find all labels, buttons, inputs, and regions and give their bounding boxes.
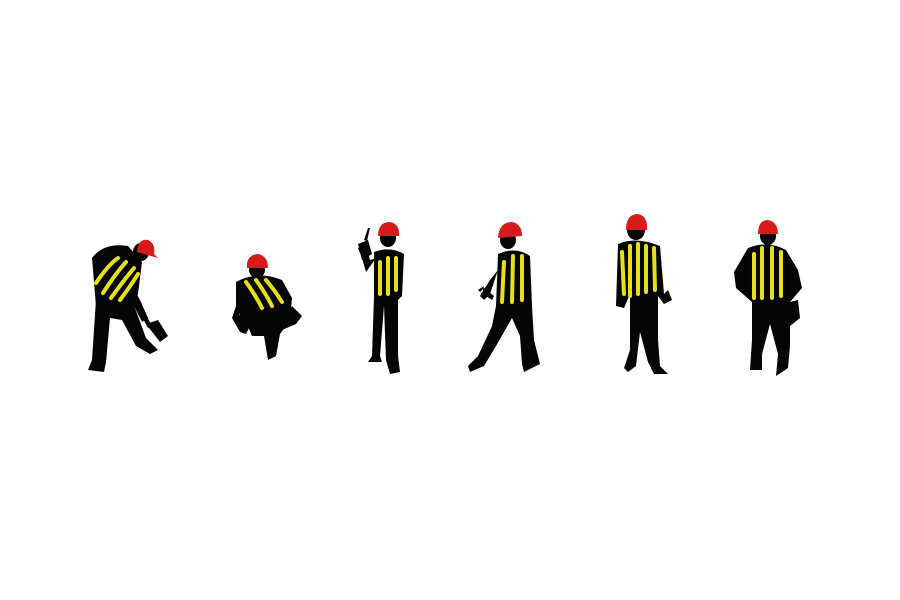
drill-icon bbox=[358, 228, 372, 260]
tool-belt-icon bbox=[782, 300, 800, 326]
worker-digging bbox=[88, 239, 168, 372]
worker-crouching bbox=[232, 254, 302, 360]
hammer-icon bbox=[238, 312, 250, 334]
worker-standing-front bbox=[616, 214, 672, 374]
worker-walking bbox=[468, 222, 540, 372]
helmet-icon bbox=[626, 214, 648, 230]
helmet-icon bbox=[246, 254, 268, 268]
worker-standing-back bbox=[734, 220, 802, 376]
helmet-icon bbox=[498, 222, 522, 238]
shovel-icon bbox=[146, 320, 168, 342]
helmet-icon bbox=[758, 220, 778, 234]
worker-with-drill bbox=[358, 222, 404, 374]
wrench-icon bbox=[478, 286, 494, 300]
helmet-icon bbox=[378, 222, 400, 236]
helmet-icon bbox=[137, 239, 158, 258]
